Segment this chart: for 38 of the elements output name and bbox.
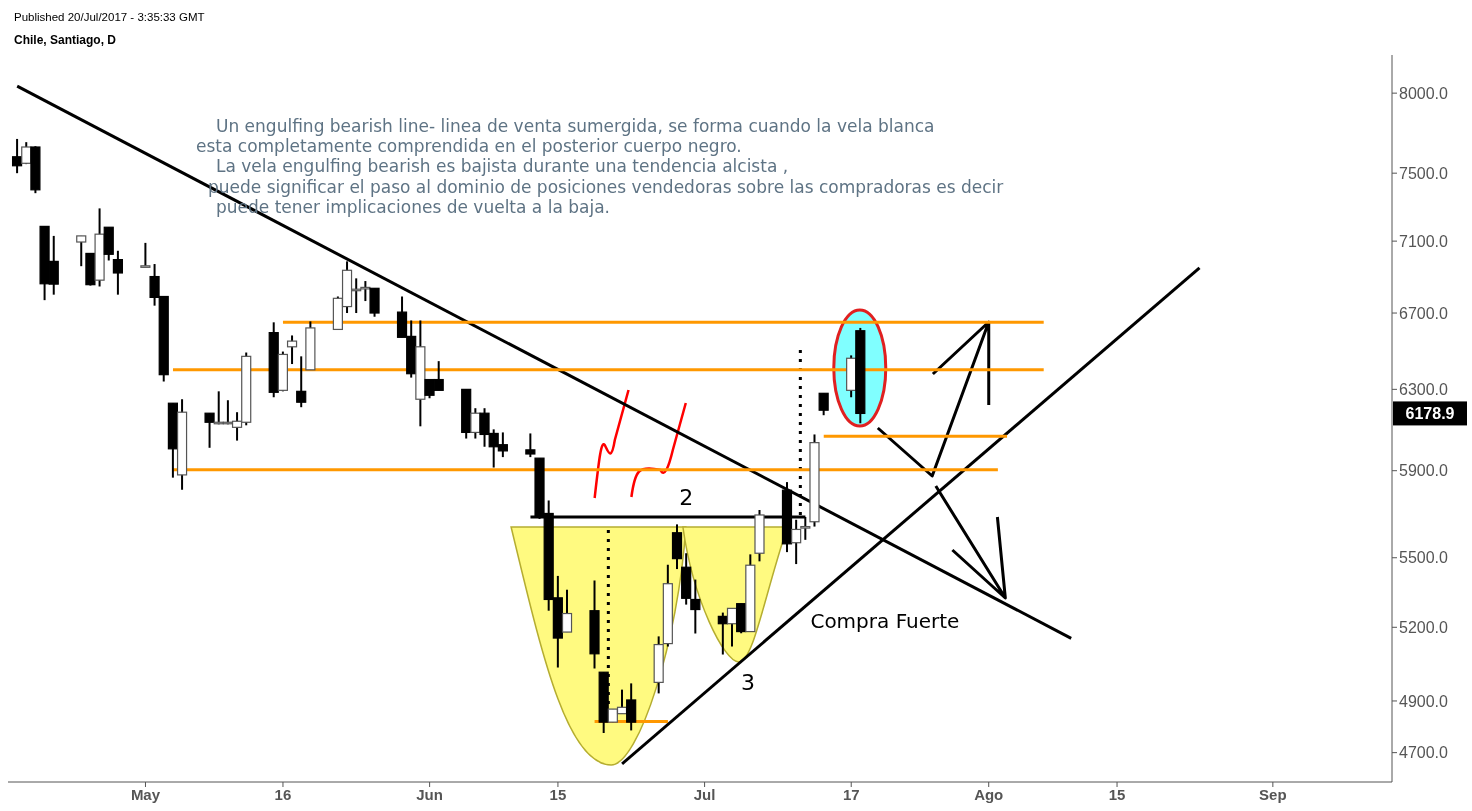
- x-tick-label: Ago: [974, 785, 1004, 803]
- x-tick-label: Jun: [416, 785, 443, 803]
- y-tick-label: 5500.0: [1399, 549, 1449, 567]
- candlestick: [204, 412, 215, 449]
- y-tick-label: 7500.0: [1399, 164, 1449, 182]
- candlestick: [286, 334, 298, 366]
- annotation: Un engulfing bearish line- linea de venta sumergida, se forma cuando la vela blanca: [216, 116, 935, 136]
- annotation: Compra Fuerte: [810, 609, 960, 633]
- y-tick-label: 5900.0: [1399, 462, 1449, 480]
- y-tick-label: 6700.0: [1399, 304, 1449, 322]
- candlestick: [76, 234, 87, 268]
- x-tick-label: May: [130, 785, 161, 803]
- x-tick-label: 15: [549, 785, 567, 803]
- x-tick-label: 17: [842, 785, 860, 803]
- candlestick: [525, 432, 536, 459]
- annotation: La vela engulfing bearish es bajista durante una tendencia alcista ,: [216, 156, 789, 176]
- y-tick-label: 8000.0: [1399, 84, 1449, 102]
- y-tick-label: 4900.0: [1399, 692, 1449, 710]
- candlestick: [818, 392, 829, 417]
- candlestick: [140, 241, 151, 268]
- candlestick: [112, 249, 123, 296]
- y-tick-label: 7100.0: [1399, 232, 1449, 250]
- x-tick-label: 15: [1108, 785, 1126, 803]
- candlestick: [626, 682, 637, 732]
- y-tick-label: 5200.0: [1399, 618, 1449, 636]
- annotation: puede significar el paso al dominio de posiciones vendedoras sobre las compradoras es decir: [208, 177, 1004, 197]
- annotation: esta completamente comprendida en el posterior cuerpo negro.: [196, 136, 742, 156]
- text: Published 20/Jul/2017 - 3:35:33 GMT: [14, 11, 205, 23]
- x-tick-label: Sep: [1259, 785, 1287, 803]
- annotation: 2: [679, 485, 694, 510]
- annotation: 3: [740, 670, 755, 695]
- chart-title: Chile, Santiago, D: [14, 33, 117, 47]
- text: 6178.9: [1405, 405, 1455, 423]
- candlestick: [296, 355, 307, 409]
- y-tick-label: 6300.0: [1399, 381, 1449, 399]
- y-tick-label: 4700.0: [1399, 744, 1449, 762]
- x-tick-label: 16: [274, 785, 292, 803]
- x-tick-label: Jul: [693, 785, 716, 803]
